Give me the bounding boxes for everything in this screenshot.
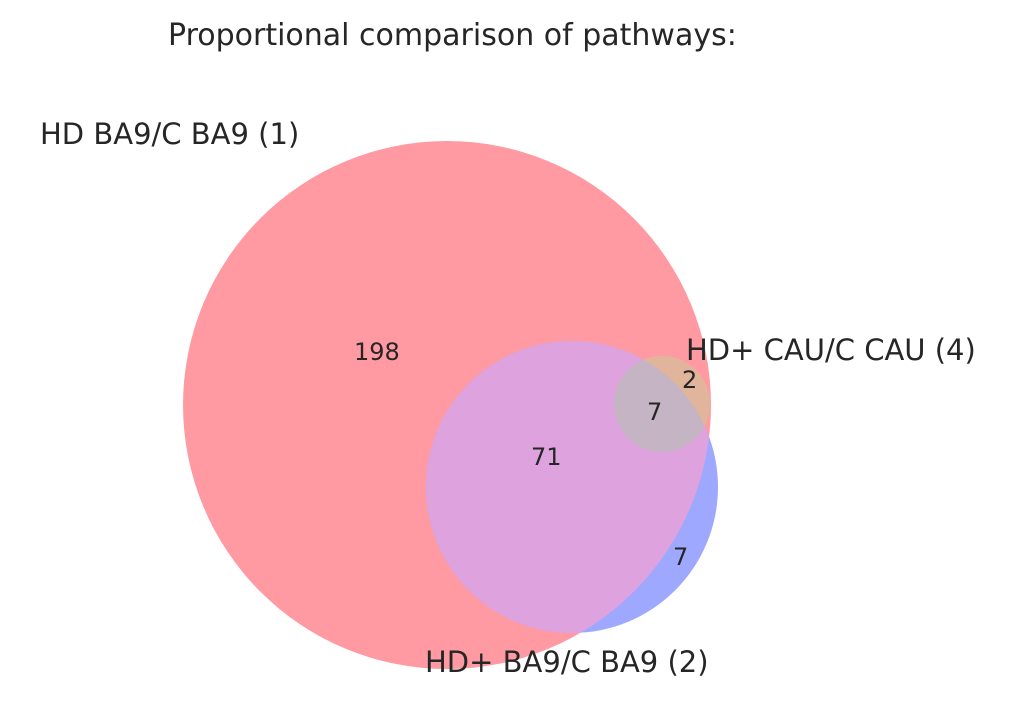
region-only-2-count: 7 — [673, 543, 689, 571]
set-4-label: HD+ CAU/C CAU (4) — [686, 333, 976, 367]
chart-title: Proportional comparison of pathways: — [168, 18, 737, 53]
set-1-label: HD BA9/C BA9 (1) — [40, 117, 300, 151]
region-1-2-count: 71 — [531, 443, 562, 471]
set-2-label: HD+ BA9/C BA9 (2) — [425, 645, 709, 679]
region-1-4-count: 2 — [682, 366, 698, 394]
region-only-1-count: 198 — [354, 338, 400, 366]
region-all-count: 7 — [647, 398, 663, 426]
